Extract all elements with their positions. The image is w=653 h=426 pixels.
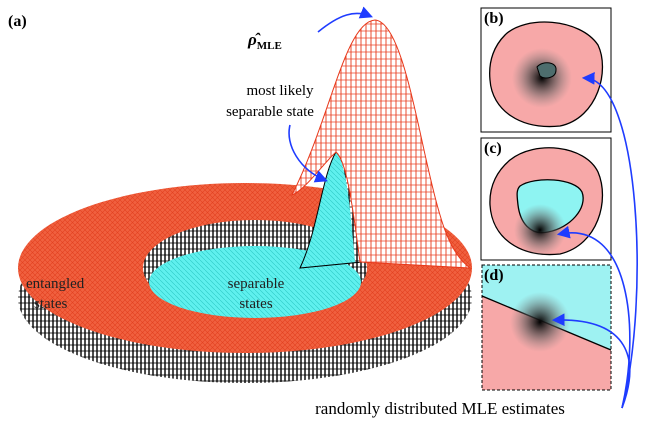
- estimate-cloud: [514, 204, 566, 256]
- panel-label: (a): [8, 13, 27, 30]
- panel-a: (a) ρ̂MLE most likely separable state en…: [8, 6, 472, 383]
- separable-region: [536, 62, 557, 79]
- annotation: most likely: [246, 83, 314, 99]
- region-label: entangled: [26, 276, 85, 292]
- arrows: [551, 71, 638, 409]
- estimator-label: ρ̂MLE: [247, 30, 282, 52]
- caption: randomly distributed MLE estimates: [315, 399, 565, 418]
- estimate-cloud: [510, 292, 570, 352]
- panel-label: (c): [484, 140, 502, 157]
- arrow: [556, 225, 631, 409]
- panel-d: (d): [481, 264, 612, 391]
- region-label: states: [239, 296, 272, 312]
- ridge-wall: [336, 152, 362, 262]
- panel-label: (b): [484, 10, 504, 27]
- panel-c: (c): [480, 137, 612, 261]
- estimate-cloud: [512, 48, 572, 108]
- arrow: [581, 71, 638, 409]
- arrow: [288, 124, 328, 183]
- panel-b: (b): [480, 7, 612, 133]
- panel-frame: [481, 264, 612, 391]
- likelihood-peak: [290, 19, 472, 269]
- annotation: separable state: [226, 104, 314, 120]
- region-label: separable: [228, 276, 285, 292]
- panel-label: (d): [484, 267, 504, 284]
- arrow: [317, 6, 373, 33]
- region-label: states: [34, 296, 67, 312]
- estimator-sub: MLE: [257, 40, 282, 52]
- arrow: [551, 313, 631, 409]
